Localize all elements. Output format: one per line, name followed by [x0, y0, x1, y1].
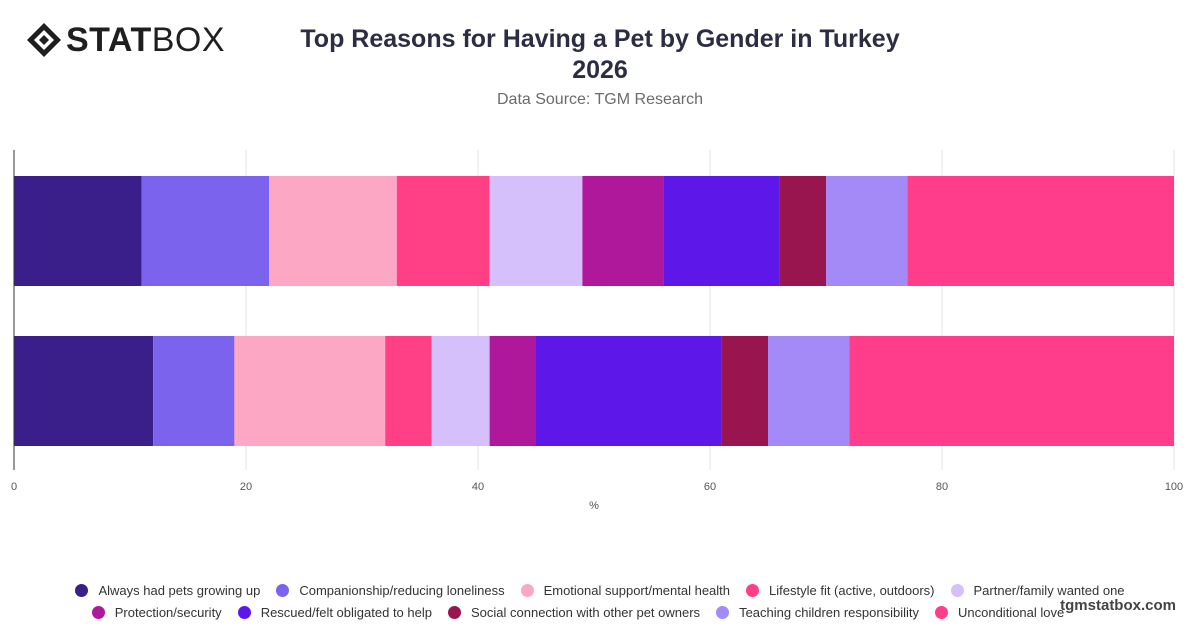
legend-marker: [520, 583, 534, 597]
bar-segment: [153, 336, 235, 446]
legend-marker: [276, 583, 290, 597]
bar-segment: [269, 176, 397, 286]
legend-item[interactable]: Unconditional love: [935, 605, 1064, 620]
chart-title-line1: Top Reasons for Having a Pet by Gender i…: [300, 25, 900, 53]
legend-marker: [75, 583, 89, 597]
legend-marker: [935, 605, 948, 619]
legend-label: Lifestyle fit (active, outdoors): [769, 582, 935, 598]
legend-item[interactable]: Protection/security: [91, 604, 222, 620]
brand-bold: STAT: [66, 21, 152, 59]
legend-label: Emotional support/mental health: [543, 582, 731, 598]
bar-segment: [14, 176, 142, 286]
legend-marker: [91, 605, 105, 619]
legend-row: Always had pets growing up Companionship/…: [0, 579, 1200, 601]
x-tick-label: 60: [704, 481, 716, 493]
bar-segment: [396, 176, 490, 286]
legend-marker: [950, 583, 964, 597]
bar-segment: [663, 176, 780, 286]
legend-label: Always had pets growing up: [98, 582, 261, 598]
chart-title: Top Reasons for Having a Pet by Gender i…: [200, 24, 1000, 86]
bar-segment: [489, 336, 536, 446]
legend-item[interactable]: Lifestyle fit (active, outdoors): [746, 582, 935, 598]
brand-wordmark: STATBOX: [66, 22, 225, 58]
x-axis-label: %: [589, 500, 599, 512]
legend-label: Protection/security: [114, 604, 222, 620]
chart-legend: Always had pets growing up Companionship/…: [0, 579, 1200, 623]
legend-label: Unconditional love: [958, 604, 1065, 620]
bar-segment: [385, 336, 432, 446]
legend-item[interactable]: Emotional support/mental health: [520, 582, 731, 598]
bar-segment: [721, 336, 768, 446]
bar-segment: [826, 176, 908, 286]
bar-segment: [582, 176, 664, 286]
bar-segment: [431, 336, 490, 446]
brand-light: BOX: [151, 21, 226, 59]
site-credit: tgmstatbox.com: [1060, 597, 1176, 614]
legend-item[interactable]: Rescued/felt obligated to help: [237, 604, 432, 620]
x-tick-label: 80: [936, 481, 948, 493]
diamond-logo-icon: [27, 23, 61, 57]
bar-segment: [849, 336, 1174, 446]
legend-label: Social connection with other pet owners: [470, 604, 701, 620]
legend-label: Rescued/felt obligated to help: [260, 604, 432, 620]
bar-segment: [768, 336, 850, 446]
bar-segment: [907, 176, 1174, 286]
bar-segment: [14, 336, 154, 446]
legend-label: Companionship/reducing loneliness: [299, 582, 505, 598]
bar-segment: [234, 336, 386, 446]
legend-item[interactable]: Social connection with other pet owners: [447, 604, 701, 620]
stacked-bar-chart: 0 20 40 60 80 100%: [11, 150, 1183, 512]
bar-segment: [536, 336, 722, 446]
bar-segment: [489, 176, 583, 286]
legend-item[interactable]: Companionship/reducing loneliness: [276, 582, 505, 598]
x-tick-label: 40: [472, 481, 484, 493]
legend-label: Teaching children responsibility: [739, 604, 919, 620]
legend-label: Partner/family wanted one: [973, 582, 1125, 598]
x-tick-label: 20: [240, 481, 252, 493]
x-tick-label: 0: [11, 481, 17, 493]
legend-marker: [237, 605, 251, 619]
legend-marker: [447, 605, 461, 619]
bar-segment: [141, 176, 270, 286]
legend-item[interactable]: Always had pets growing up: [75, 583, 260, 598]
chart-title-line2: 2026: [572, 56, 628, 84]
brand-logo: STATBOX: [26, 22, 225, 58]
legend-marker: [716, 605, 730, 619]
legend-item[interactable]: Teaching children responsibility: [716, 605, 919, 620]
legend-item[interactable]: Partner/family wanted one: [950, 582, 1125, 598]
legend-marker: [746, 583, 760, 597]
legend-row: Protection/security Rescued/felt obligate…: [0, 601, 1200, 623]
x-tick-label: 100: [1165, 481, 1183, 493]
chart-subtitle: Data Source: TGM Research: [496, 91, 703, 108]
bar-segment: [779, 176, 826, 286]
